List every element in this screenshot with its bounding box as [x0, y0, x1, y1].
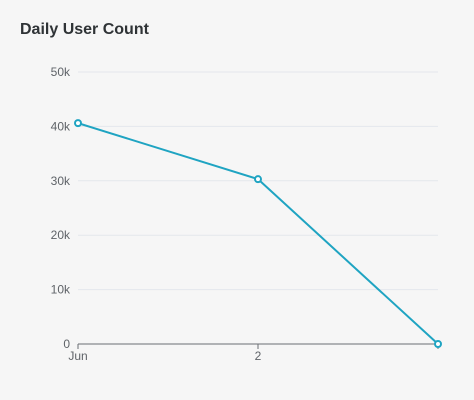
y-tick-label: 40k — [51, 119, 71, 133]
y-tick-label: 30k — [51, 174, 71, 188]
chart-title: Daily User Count — [20, 21, 149, 38]
y-tick-label: 20k — [51, 228, 71, 242]
series-line — [77, 122, 439, 345]
data-point — [434, 340, 442, 348]
x-tick-label: Jun — [68, 349, 87, 363]
x-tick-label: 2 — [255, 349, 262, 363]
y-tick-label: 10k — [51, 283, 71, 297]
data-point — [74, 119, 82, 128]
y-tick-label: 0 — [63, 337, 70, 351]
y-tick-label: 50k — [51, 65, 71, 79]
data-point — [254, 175, 262, 184]
